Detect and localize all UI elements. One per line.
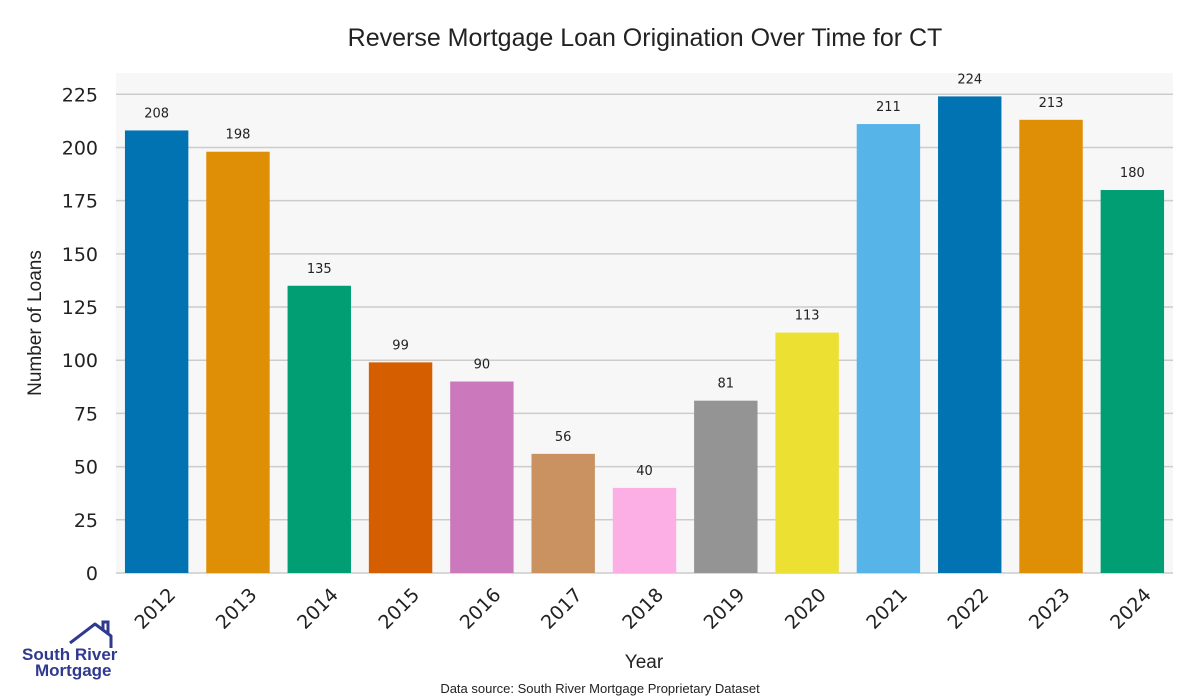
y-tick-label: 0	[86, 563, 98, 585]
x-tick-label-2019: 2019	[700, 584, 750, 634]
x-tick-label-2023: 2023	[1025, 584, 1075, 634]
bar-2023	[1019, 119, 1083, 574]
chart-title: Reverse Mortgage Loan Origination Over T…	[348, 24, 943, 52]
house-roof-icon	[69, 622, 113, 648]
x-tick-label-2022: 2022	[944, 584, 994, 634]
x-tick-label-2020: 2020	[781, 584, 831, 634]
south-river-mortgage-logo: South River Mortgage	[22, 620, 118, 680]
data-label-2024: 180	[1120, 166, 1145, 181]
x-tick-label-2016: 2016	[456, 584, 506, 634]
bar-2014	[287, 285, 351, 573]
chimney-icon	[101, 620, 110, 633]
bar-2021	[856, 124, 921, 573]
x-tick-label-2015: 2015	[374, 584, 424, 634]
data-label-2021: 211	[876, 100, 901, 115]
y-tick-label: 75	[74, 403, 98, 425]
data-label-2014: 135	[307, 262, 332, 277]
x-axis-ticks: 2012 2013 2014 2015 2016 2017 2018 2019 2020 2021…	[130, 584, 1155, 634]
y-tick-label: 50	[74, 457, 98, 479]
bars	[124, 96, 1165, 574]
bar-2013	[206, 151, 270, 574]
data-source-note: Data source: South River Mortgage Propri…	[440, 681, 760, 696]
data-label-2018: 40	[636, 464, 653, 479]
x-tick-label-2024: 2024	[1106, 584, 1156, 634]
bar-2022	[938, 96, 1002, 573]
data-label-2022: 224	[957, 72, 982, 87]
y-tick-label: 200	[62, 137, 98, 159]
bar-2012	[124, 130, 189, 573]
y-tick-label: 100	[62, 350, 98, 372]
y-tick-label: 150	[62, 244, 98, 266]
logo-line-1: South River	[22, 645, 118, 664]
x-axis-label: Year	[625, 652, 664, 673]
bar-2015	[368, 362, 433, 573]
data-label-2016: 90	[474, 358, 491, 373]
x-tick-label-2018: 2018	[618, 584, 668, 634]
x-tick-label-2013: 2013	[212, 584, 262, 634]
data-label-2013: 198	[226, 128, 251, 143]
y-axis-ticks: 0 25 50 75 100 125 150 175 200 225	[62, 84, 98, 585]
bar-2017	[531, 453, 595, 573]
x-tick-label-2017: 2017	[537, 584, 587, 634]
logo-line-2: Mortgage	[35, 661, 112, 680]
data-label-2023: 213	[1039, 96, 1064, 111]
x-tick-label-2014: 2014	[293, 584, 343, 634]
bar-2018	[612, 487, 677, 573]
data-label-2019: 81	[718, 377, 735, 392]
data-label-2020: 113	[795, 309, 820, 324]
x-tick-label-2012: 2012	[130, 584, 180, 634]
y-axis-label: Number of Loans	[25, 250, 46, 396]
data-label-2012: 208	[144, 106, 169, 121]
y-tick-label: 125	[62, 297, 98, 319]
bar-2020	[775, 332, 839, 573]
bar-2016	[450, 381, 514, 573]
bar-2024	[1100, 190, 1165, 573]
bar-2019	[694, 400, 758, 573]
y-tick-label: 175	[62, 191, 98, 213]
data-labels: 208 198 135 99 90 56 40 81 113 211 224 213 180	[144, 72, 1145, 478]
x-tick-label-2021: 2021	[862, 584, 912, 634]
y-tick-label: 25	[74, 510, 98, 532]
data-label-2017: 56	[555, 430, 572, 445]
data-label-2015: 99	[392, 338, 409, 353]
y-tick-label: 225	[62, 84, 98, 106]
